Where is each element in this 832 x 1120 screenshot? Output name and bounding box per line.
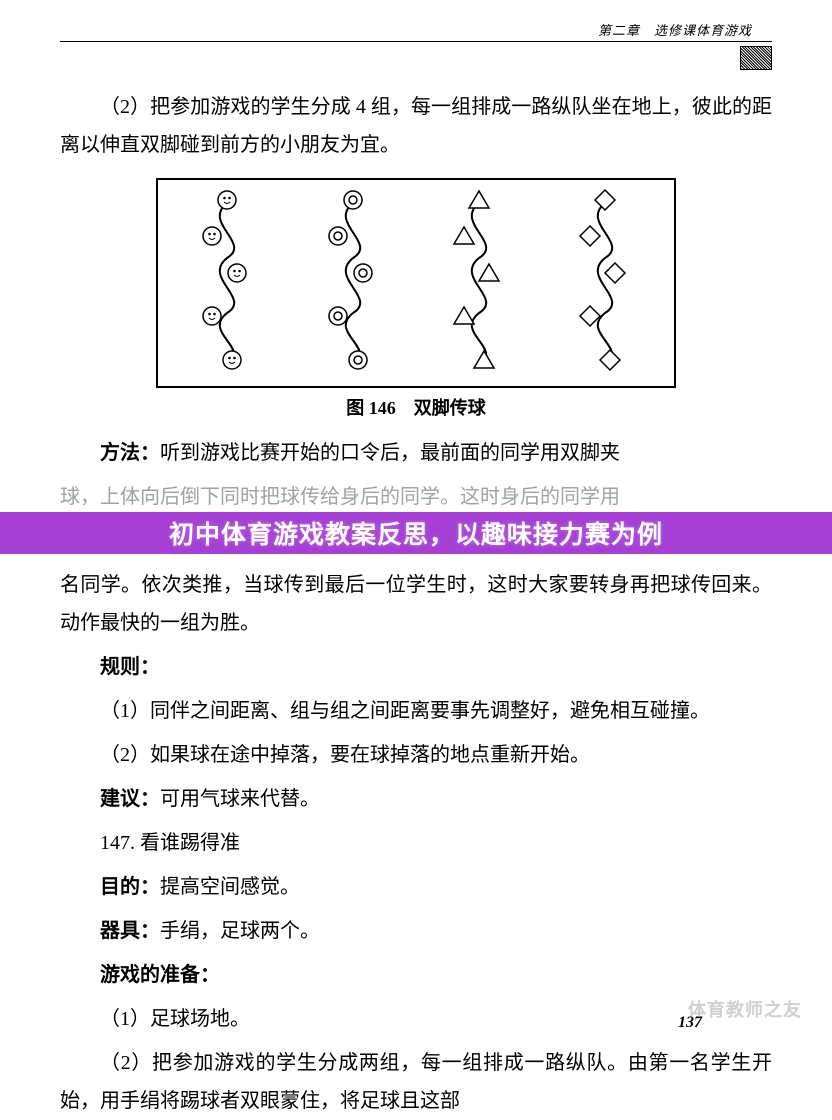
running-header: 第二章 选修课体育游戏 [60, 20, 772, 39]
section-147-title: 看谁踢得准 [140, 832, 240, 854]
suggest-text: 可用气球来代替。 [160, 788, 320, 810]
suggest-label: 建议： [100, 788, 160, 810]
goal-label: 目的： [100, 876, 160, 898]
method-paragraph-1: 方法：听到游戏比赛开始的口令后，最前面的同学用双脚夹 [60, 434, 772, 472]
method-label: 方法： [100, 442, 160, 464]
overlay-banner: 初中体育游戏教案反思，以趣味接力赛为例 [0, 512, 832, 554]
prep-2: （2）把参加游戏的学生分成两组，每一组排成一路纵队。由第一名学生开始，用手绢将踢… [60, 1044, 772, 1120]
method-rest: 名同学。依次类推，当球传到最后一位学生时，这时大家要转身再把球传回来。动作最快的… [60, 566, 772, 642]
figure-col-circle [308, 188, 398, 378]
paragraph-intro: （2）把参加游戏的学生分成 4 组，每一组排成一路纵队坐在地上，彼此的距离以伸直… [60, 88, 772, 164]
header-ornament [60, 46, 772, 70]
method-text-1: 听到游戏比赛开始的口令后，最前面的同学用双脚夹 [160, 442, 620, 464]
figure-number: 图 146 [346, 398, 396, 418]
prep-label: 游戏的准备： [60, 956, 772, 994]
rule-1: （1）同伴之间距离、组与组之间距离要事先调整好，避免相互碰撞。 [60, 692, 772, 730]
figure-146-box [156, 178, 676, 388]
header-rule [60, 41, 772, 42]
watermark: 体育教师之友 [688, 996, 802, 1022]
section-147-number: 147. [100, 832, 135, 854]
equip-line: 器具：手绢，足球两个。 [60, 912, 772, 950]
goal-text: 提高空间感觉。 [160, 876, 300, 898]
figure-title: 双脚传球 [414, 398, 486, 418]
overlay-text: 初中体育游戏教案反思，以趣味接力赛为例 [169, 515, 663, 551]
equip-text: 手绢，足球两个。 [160, 920, 320, 942]
figure-col-diamond [560, 188, 650, 378]
prep-1: （1）足球场地。 [60, 1000, 772, 1038]
figure-col-smiley [182, 188, 272, 378]
method-faded-1: 球，上体向后倒下同时把球传给身后的同学。这时身后的同学用 [60, 478, 772, 516]
rules-label: 规则： [60, 648, 772, 686]
suggest-line: 建议：可用气球来代替。 [60, 780, 772, 818]
rule-2: （2）如果球在途中掉落，要在球掉落的地点重新开始。 [60, 736, 772, 774]
figure-caption: 图 146 双脚传球 [60, 394, 772, 420]
goal-line: 目的：提高空间感觉。 [60, 868, 772, 906]
section-147-heading: 147. 看谁踢得准 [60, 824, 772, 862]
equip-label: 器具： [100, 920, 160, 942]
figure-col-triangle [434, 188, 524, 378]
